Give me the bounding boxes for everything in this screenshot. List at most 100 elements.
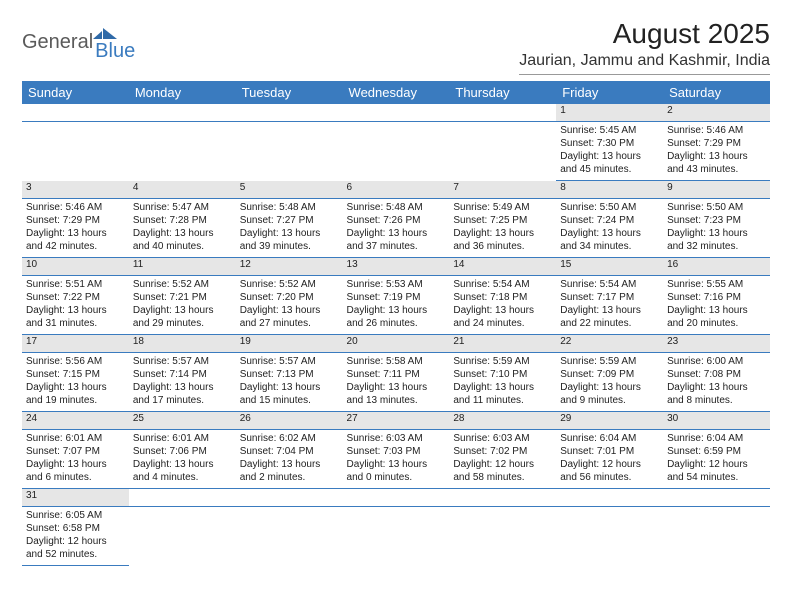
logo-text-general: General <box>22 31 93 54</box>
day-header-row: SundayMondayTuesdayWednesdayThursdayFrid… <box>22 81 770 104</box>
day-cell: Sunrise: 6:01 AMSunset: 7:06 PMDaylight:… <box>129 430 236 489</box>
day-cell: Sunrise: 5:58 AMSunset: 7:11 PMDaylight:… <box>343 353 450 412</box>
day-cell: Sunrise: 5:59 AMSunset: 7:10 PMDaylight:… <box>449 353 556 412</box>
day-number: 23 <box>663 335 770 353</box>
day-number: 25 <box>129 412 236 430</box>
day-number: 26 <box>236 412 343 430</box>
day-cell: Sunrise: 6:01 AMSunset: 7:07 PMDaylight:… <box>22 430 129 489</box>
day-cell <box>449 507 556 566</box>
day-number: 17 <box>22 335 129 353</box>
day-details: Sunrise: 5:52 AMSunset: 7:20 PMDaylight:… <box>240 276 339 330</box>
daynum-row: 3456789 <box>22 181 770 199</box>
day-header: Monday <box>129 81 236 104</box>
day-number: 4 <box>129 181 236 199</box>
day-cell: Sunrise: 5:45 AMSunset: 7:30 PMDaylight:… <box>556 122 663 181</box>
day-details: Sunrise: 5:50 AMSunset: 7:23 PMDaylight:… <box>667 199 766 253</box>
page-title: August 2025 <box>519 18 770 50</box>
day-number <box>236 489 343 507</box>
page-subtitle: Jaurian, Jammu and Kashmir, India <box>519 52 770 70</box>
day-number <box>343 104 450 122</box>
day-content-row: Sunrise: 5:45 AMSunset: 7:30 PMDaylight:… <box>22 122 770 181</box>
day-number: 12 <box>236 258 343 276</box>
day-details: Sunrise: 5:56 AMSunset: 7:15 PMDaylight:… <box>26 353 125 407</box>
day-number <box>236 104 343 122</box>
day-details: Sunrise: 5:54 AMSunset: 7:17 PMDaylight:… <box>560 276 659 330</box>
logo-text-blue: Blue <box>95 40 135 63</box>
day-number: 1 <box>556 104 663 122</box>
day-number <box>663 489 770 507</box>
day-number <box>449 104 556 122</box>
day-details: Sunrise: 5:58 AMSunset: 7:11 PMDaylight:… <box>347 353 446 407</box>
day-number: 20 <box>343 335 450 353</box>
day-cell: Sunrise: 6:00 AMSunset: 7:08 PMDaylight:… <box>663 353 770 412</box>
day-number: 31 <box>22 489 129 507</box>
day-number: 30 <box>663 412 770 430</box>
day-number <box>556 489 663 507</box>
day-details: Sunrise: 5:46 AMSunset: 7:29 PMDaylight:… <box>26 199 125 253</box>
day-number: 24 <box>22 412 129 430</box>
day-cell: Sunrise: 5:53 AMSunset: 7:19 PMDaylight:… <box>343 276 450 335</box>
day-details: Sunrise: 5:52 AMSunset: 7:21 PMDaylight:… <box>133 276 232 330</box>
day-number: 7 <box>449 181 556 199</box>
day-number <box>22 104 129 122</box>
daynum-row: 12 <box>22 104 770 122</box>
day-content-row: Sunrise: 5:56 AMSunset: 7:15 PMDaylight:… <box>22 353 770 412</box>
day-header: Saturday <box>663 81 770 104</box>
day-details: Sunrise: 6:00 AMSunset: 7:08 PMDaylight:… <box>667 353 766 407</box>
day-number: 15 <box>556 258 663 276</box>
day-details: Sunrise: 6:01 AMSunset: 7:06 PMDaylight:… <box>133 430 232 484</box>
day-details: Sunrise: 5:55 AMSunset: 7:16 PMDaylight:… <box>667 276 766 330</box>
day-details: Sunrise: 5:51 AMSunset: 7:22 PMDaylight:… <box>26 276 125 330</box>
day-content-row: Sunrise: 5:51 AMSunset: 7:22 PMDaylight:… <box>22 276 770 335</box>
day-cell: Sunrise: 6:03 AMSunset: 7:02 PMDaylight:… <box>449 430 556 489</box>
day-cell: Sunrise: 6:02 AMSunset: 7:04 PMDaylight:… <box>236 430 343 489</box>
day-header: Sunday <box>22 81 129 104</box>
day-header: Tuesday <box>236 81 343 104</box>
day-details: Sunrise: 6:04 AMSunset: 6:59 PMDaylight:… <box>667 430 766 484</box>
day-number: 9 <box>663 181 770 199</box>
day-cell: Sunrise: 5:50 AMSunset: 7:24 PMDaylight:… <box>556 199 663 258</box>
day-number: 19 <box>236 335 343 353</box>
day-details: Sunrise: 6:01 AMSunset: 7:07 PMDaylight:… <box>26 430 125 484</box>
title-block: August 2025 Jaurian, Jammu and Kashmir, … <box>519 18 770 75</box>
day-number: 18 <box>129 335 236 353</box>
day-number: 11 <box>129 258 236 276</box>
day-number <box>129 489 236 507</box>
day-cell: Sunrise: 5:57 AMSunset: 7:14 PMDaylight:… <box>129 353 236 412</box>
day-details: Sunrise: 5:48 AMSunset: 7:26 PMDaylight:… <box>347 199 446 253</box>
day-number: 29 <box>556 412 663 430</box>
day-number: 21 <box>449 335 556 353</box>
day-cell <box>129 122 236 181</box>
day-cell <box>449 122 556 181</box>
day-details: Sunrise: 5:57 AMSunset: 7:14 PMDaylight:… <box>133 353 232 407</box>
header: General Blue August 2025 Jaurian, Jammu … <box>22 18 770 75</box>
day-number <box>449 489 556 507</box>
day-number <box>129 104 236 122</box>
day-cell: Sunrise: 6:03 AMSunset: 7:03 PMDaylight:… <box>343 430 450 489</box>
day-details: Sunrise: 5:45 AMSunset: 7:30 PMDaylight:… <box>560 122 659 176</box>
day-cell <box>236 507 343 566</box>
day-number <box>343 489 450 507</box>
day-number: 14 <box>449 258 556 276</box>
calendar-page: General Blue August 2025 Jaurian, Jammu … <box>0 0 792 584</box>
day-details: Sunrise: 5:49 AMSunset: 7:25 PMDaylight:… <box>453 199 552 253</box>
day-header: Friday <box>556 81 663 104</box>
day-cell: Sunrise: 5:46 AMSunset: 7:29 PMDaylight:… <box>22 199 129 258</box>
day-content-row: Sunrise: 6:05 AMSunset: 6:58 PMDaylight:… <box>22 507 770 566</box>
day-details: Sunrise: 6:04 AMSunset: 7:01 PMDaylight:… <box>560 430 659 484</box>
day-cell: Sunrise: 6:04 AMSunset: 7:01 PMDaylight:… <box>556 430 663 489</box>
day-number: 13 <box>343 258 450 276</box>
day-cell <box>343 507 450 566</box>
day-content-row: Sunrise: 5:46 AMSunset: 7:29 PMDaylight:… <box>22 199 770 258</box>
day-cell <box>236 122 343 181</box>
day-cell: Sunrise: 5:54 AMSunset: 7:18 PMDaylight:… <box>449 276 556 335</box>
day-details: Sunrise: 6:02 AMSunset: 7:04 PMDaylight:… <box>240 430 339 484</box>
day-content-row: Sunrise: 6:01 AMSunset: 7:07 PMDaylight:… <box>22 430 770 489</box>
day-cell: Sunrise: 5:59 AMSunset: 7:09 PMDaylight:… <box>556 353 663 412</box>
day-cell: Sunrise: 5:46 AMSunset: 7:29 PMDaylight:… <box>663 122 770 181</box>
day-number: 28 <box>449 412 556 430</box>
day-cell: Sunrise: 5:57 AMSunset: 7:13 PMDaylight:… <box>236 353 343 412</box>
day-details: Sunrise: 5:46 AMSunset: 7:29 PMDaylight:… <box>667 122 766 176</box>
logo: General Blue <box>22 22 135 63</box>
day-number: 27 <box>343 412 450 430</box>
